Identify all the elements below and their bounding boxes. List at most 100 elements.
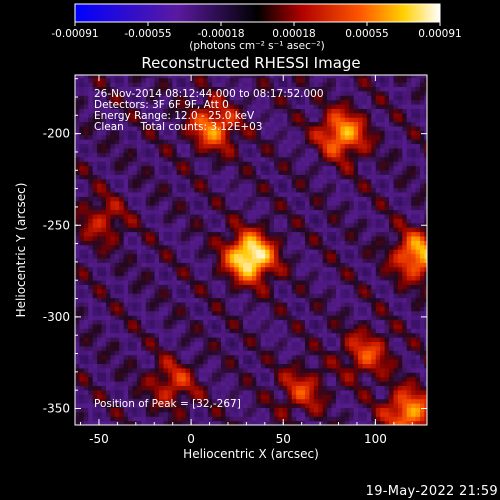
heatmap-cell xyxy=(114,385,120,391)
heatmap-cell xyxy=(150,345,156,351)
heatmap-cell xyxy=(327,420,333,425)
heatmap-cell xyxy=(176,139,182,145)
heatmap-cell xyxy=(163,319,169,325)
heatmap-cell xyxy=(159,279,165,285)
heatmap-cell xyxy=(150,341,156,347)
heatmap-cell xyxy=(243,266,249,272)
heatmap-cell xyxy=(119,196,125,202)
heatmap-cell xyxy=(216,130,222,136)
heatmap-cell xyxy=(260,86,266,92)
heatmap-cell xyxy=(309,156,315,162)
heatmap-cell xyxy=(207,169,213,175)
heatmap-cell xyxy=(106,257,112,263)
heatmap-cell xyxy=(145,147,151,153)
heatmap-cell xyxy=(216,134,222,140)
heatmap-cell xyxy=(154,323,160,329)
heatmap-cell xyxy=(128,213,134,219)
heatmap-cell xyxy=(79,301,85,307)
heatmap-cell xyxy=(132,345,138,351)
heatmap-cell xyxy=(123,187,129,193)
heatmap-cell xyxy=(167,178,173,184)
heatmap-cell xyxy=(221,187,227,193)
heatmap-cell xyxy=(327,222,333,228)
heatmap-cell xyxy=(327,389,333,395)
heatmap-cell xyxy=(278,244,284,250)
heatmap-cell xyxy=(207,389,213,395)
heatmap-cell xyxy=(145,367,151,373)
heatmap-cell xyxy=(336,367,342,373)
heatmap-cell xyxy=(198,411,204,417)
heatmap-cell xyxy=(150,293,156,299)
heatmap-cell xyxy=(238,112,244,118)
heatmap-cell xyxy=(327,235,333,241)
heatmap-cell xyxy=(198,244,204,250)
heatmap-cell xyxy=(83,161,89,167)
heatmap-cell xyxy=(212,266,218,272)
heatmap-cell xyxy=(163,310,169,316)
heatmap-cell xyxy=(83,345,89,351)
heatmap-cell xyxy=(203,319,209,325)
heatmap-cell xyxy=(92,130,98,136)
heatmap-cell xyxy=(282,183,288,189)
heatmap-cell xyxy=(251,367,257,373)
heatmap-cell xyxy=(340,420,346,425)
heatmap-cell xyxy=(327,200,333,206)
heatmap-cell xyxy=(150,169,156,175)
heatmap-cell xyxy=(313,385,319,391)
heatmap-cell xyxy=(185,240,191,246)
heatmap-cell xyxy=(194,104,200,109)
heatmap-cell xyxy=(101,222,107,228)
heatmap-cell xyxy=(331,359,337,364)
heatmap-cell xyxy=(234,75,240,79)
heatmap-cell xyxy=(251,271,257,277)
heatmap-cell xyxy=(198,403,204,408)
heatmap-cell xyxy=(172,196,178,202)
heatmap-cell xyxy=(349,367,355,373)
heatmap-cell xyxy=(119,178,125,184)
heatmap-cell xyxy=(238,75,244,79)
heatmap-cell xyxy=(106,196,112,202)
heatmap-cell xyxy=(243,394,249,400)
heatmap-cell xyxy=(128,183,134,189)
heatmap-cell xyxy=(296,218,302,224)
heatmap-cell xyxy=(225,297,231,303)
heatmap-cell xyxy=(251,156,257,162)
heatmap-cell xyxy=(123,315,129,321)
heatmap-cell xyxy=(260,381,266,386)
heatmap-cell xyxy=(238,332,244,338)
heatmap-cell xyxy=(150,328,156,334)
heatmap-cell xyxy=(128,310,134,316)
heatmap-cell xyxy=(309,112,315,118)
heatmap-cell xyxy=(92,398,98,404)
heatmap-cell xyxy=(141,196,147,202)
heatmap-cell xyxy=(344,191,350,197)
heatmap-cell xyxy=(123,284,129,290)
heatmap-cell xyxy=(287,284,293,290)
heatmap-cell xyxy=(176,117,182,123)
heatmap-cell xyxy=(247,416,253,422)
heatmap-cell xyxy=(190,174,196,180)
heatmap-cell xyxy=(247,363,253,369)
heatmap-cell xyxy=(225,288,231,294)
heatmap-cell xyxy=(238,240,244,246)
heatmap-cell xyxy=(296,389,302,395)
heatmap-cell xyxy=(159,403,165,408)
heatmap-cell xyxy=(238,174,244,180)
heatmap-cell xyxy=(207,398,213,404)
heatmap-cell xyxy=(101,205,107,211)
heatmap-cell xyxy=(106,104,112,109)
heatmap-cell xyxy=(88,411,94,417)
heatmap-cell xyxy=(225,293,231,299)
heatmap-cell xyxy=(97,104,103,109)
heatmap-cell xyxy=(269,209,275,215)
heatmap-cell xyxy=(141,345,147,351)
heatmap-cell xyxy=(296,75,302,79)
heatmap-cell xyxy=(274,86,280,92)
heatmap-cell xyxy=(260,165,266,171)
heatmap-cell xyxy=(75,125,81,131)
heatmap-cell xyxy=(243,389,249,395)
heatmap-cell xyxy=(269,95,275,101)
heatmap-cell xyxy=(198,341,204,347)
heatmap-cell xyxy=(167,376,173,382)
heatmap-cell xyxy=(274,90,280,96)
